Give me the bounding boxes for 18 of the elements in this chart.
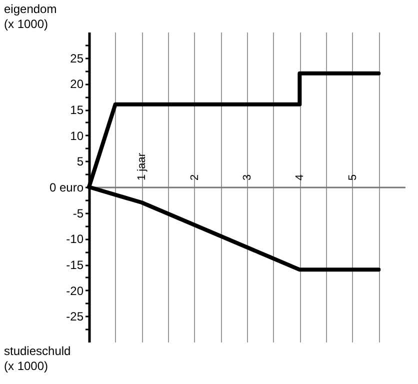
y-tick-label: 20 — [70, 77, 84, 92]
x-tick-label: 2 — [188, 174, 201, 180]
y-tick-label: 15 — [70, 103, 84, 117]
y-tick-label: 10 — [70, 128, 84, 143]
y-tick-label: -15 — [66, 258, 84, 272]
text: studieschuld (x 1000) — [4, 344, 71, 373]
y-tick-label: -25 — [66, 310, 84, 324]
y-tick-label: -20 — [66, 284, 84, 298]
y-tick-label: -10 — [66, 232, 84, 246]
x-tick-label: 4 — [294, 174, 306, 180]
y-tick-label: -5 — [72, 206, 84, 220]
y-tick-label: 5 — [76, 154, 84, 169]
x-tick-label: 3 — [242, 174, 254, 180]
y-axis-title: eigendom (x 1000) — [4, 2, 57, 31]
x-tick-label: 5 — [346, 174, 359, 180]
y-tick-label: 0 euro — [49, 180, 84, 194]
x-tick-label: 1 jaar — [136, 152, 148, 180]
y-tick-label: 25 — [70, 51, 84, 66]
